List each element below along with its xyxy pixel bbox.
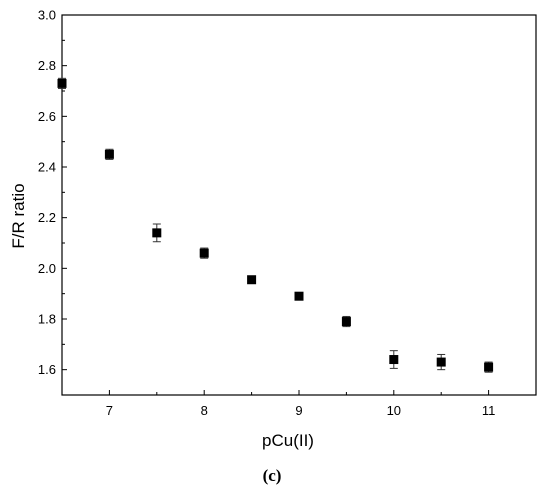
x-tick-label: 7 (106, 403, 113, 418)
x-axis: 7 8 9 10 11 (106, 390, 496, 418)
y-tick-label: 2.8 (38, 58, 56, 73)
y-axis-title: F/R ratio (9, 183, 28, 248)
data-markers (57, 78, 494, 372)
y-tick-label: 3.0 (38, 8, 56, 23)
y-tick-label: 1.8 (38, 312, 56, 327)
y-tick-label: 2.6 (38, 109, 56, 124)
y-tick-label: 2.0 (38, 261, 56, 276)
x-tick-label: 8 (201, 403, 208, 418)
data-point (294, 291, 304, 301)
y-axis: 1.6 1.8 2.0 2.2 2.4 2.6 2.8 3.0 (38, 8, 67, 377)
x-axis-title: pCu(II) (262, 431, 314, 450)
data-point (341, 317, 351, 327)
error-bars (58, 77, 493, 373)
data-point (436, 357, 446, 367)
data-point (484, 362, 494, 372)
x-tick-label: 10 (387, 403, 401, 418)
x-tick-label: 9 (295, 403, 302, 418)
data-point (104, 149, 114, 159)
y-tick-label: 2.4 (38, 160, 56, 175)
y-tick-label: 2.2 (38, 210, 56, 225)
data-point (152, 228, 162, 238)
plot-border (61, 14, 537, 396)
data-point (247, 275, 257, 285)
y-tick-label: 1.6 (38, 362, 56, 377)
plot-frame (61, 14, 537, 396)
data-point (199, 248, 209, 258)
x-tick-label: 11 (482, 403, 496, 418)
data-point (57, 78, 67, 88)
data-point (389, 355, 399, 365)
figure-caption: (c) (263, 466, 282, 485)
